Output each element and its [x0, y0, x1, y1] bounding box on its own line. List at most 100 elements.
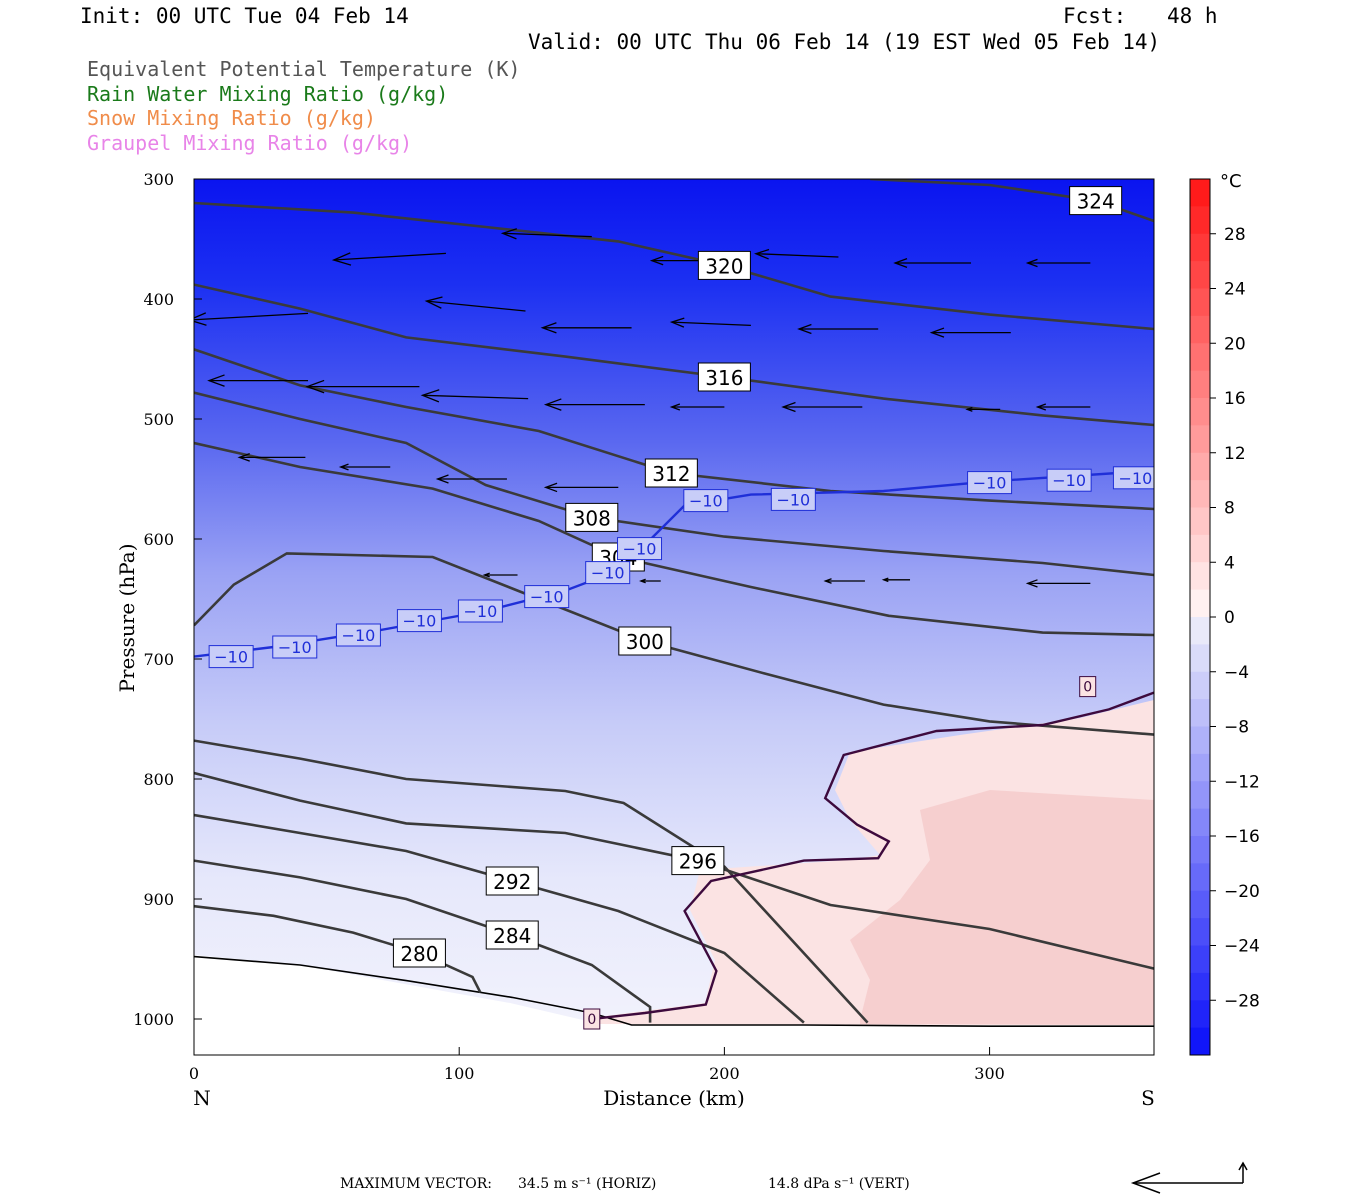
x-axis: 0 100 200 300 [189, 1047, 1005, 1083]
isotherm-label: −10 [776, 490, 810, 509]
wind-vector [540, 322, 632, 334]
isotherm-zero-label: 0 [587, 1012, 596, 1028]
isotherm-label: −10 [403, 612, 437, 631]
colorbar: 28 24 20 16 12 8 4 0 −4 −8 −12 −16 −20 −24 −28 [1189, 178, 1260, 1056]
colorbar-segment [1190, 206, 1210, 235]
isotherm-zero-label: 0 [1083, 680, 1092, 696]
isotherm-label: −10 [278, 638, 312, 657]
wind-vector [881, 577, 911, 583]
contour-label: 324 [1077, 190, 1115, 214]
isotherm-label-box [396, 609, 442, 633]
colorbar-segment [1190, 836, 1210, 864]
theta-e-contour [194, 201, 1154, 331]
colorbar-segment [1190, 726, 1210, 755]
contour-label: 284 [493, 924, 531, 948]
y-tick-label: 900 [143, 890, 174, 909]
x-tick-label: 300 [974, 1064, 1005, 1083]
colorbar-segment [1190, 617, 1210, 645]
colorbar-tick-label: 8 [1224, 499, 1235, 519]
wind-vector [420, 389, 529, 403]
contour-labels: 280284292296300304308312316320324−10−10−… [208, 186, 1154, 1030]
legend-snow: Snow Mixing Ratio (g/kg) [87, 106, 376, 130]
wind-vector [237, 453, 306, 462]
contour-label-box [697, 250, 751, 280]
colorbar-segment [1190, 781, 1210, 810]
legend-theta-e: Equivalent Potential Temperature (K) [87, 57, 521, 81]
theta-e-contour [194, 552, 1154, 736]
x-tick-label: 0 [189, 1064, 199, 1083]
colorbar-tick-label: 0 [1224, 608, 1235, 628]
max-vector-horiz: 34.5 m s⁻¹ (HORIZ) [518, 1176, 657, 1192]
isotherm-label: −10 [973, 474, 1007, 493]
colorbar-segment [1190, 315, 1210, 344]
reference-vector-icon [1130, 1161, 1248, 1194]
contour-label: 280 [400, 942, 438, 966]
colorbar-segment [1190, 1000, 1210, 1029]
isotherm-label: −10 [1119, 469, 1153, 488]
wind-vector [543, 482, 619, 493]
contour-label: 320 [705, 254, 743, 278]
isotherm-label: −10 [342, 626, 376, 645]
plot-frame [193, 178, 1155, 1056]
wind-vector [929, 327, 1011, 338]
wind-vector [435, 474, 507, 484]
isotherm-label-box [524, 585, 570, 609]
isotherm-label-box [1046, 468, 1092, 492]
colorbar-tick-label: 12 [1224, 444, 1246, 464]
y-tick-label: 500 [143, 410, 174, 429]
wind-vector [543, 398, 645, 411]
contour-label-box [1069, 186, 1123, 216]
isotherm-label-box [1112, 466, 1154, 490]
wind-vector [482, 572, 518, 578]
isotherm-label: −10 [623, 540, 657, 559]
legend-graupel: Graupel Mixing Ratio (g/kg) [87, 131, 413, 155]
y-tick-label: 1000 [133, 1010, 174, 1029]
wind-vector [893, 258, 972, 268]
contour-label: 312 [652, 462, 690, 486]
theta-e-contour [194, 348, 1154, 511]
theta-e-contour [870, 179, 1154, 223]
max-vector-prefix: MAXIMUM VECTOR: [340, 1176, 492, 1192]
north-label: N [193, 1086, 211, 1110]
wind-vector [424, 296, 526, 312]
contour-label-box [485, 866, 539, 896]
colorbar-segment [1190, 671, 1210, 700]
colorbar-segment [1190, 288, 1210, 317]
colorbar-segment [1190, 589, 1210, 618]
colorbar-tick-label: −28 [1224, 991, 1260, 1011]
below-ground-mask [194, 955, 1154, 1055]
wind-vector [207, 374, 309, 387]
wind-vector [331, 252, 446, 266]
colorbar-segment [1190, 507, 1210, 536]
colorbar-segment [1190, 972, 1210, 1001]
colorbar-tick-label: 20 [1224, 334, 1246, 354]
colorbar-tick-label: 4 [1224, 553, 1235, 573]
y-axis-label: Pressure (hPa) [115, 544, 139, 693]
colorbar-tick-label: 24 [1224, 280, 1246, 300]
isotherm-label: −10 [591, 564, 625, 583]
colorbar-segment [1190, 918, 1210, 946]
colorbar-tick-label: −16 [1224, 827, 1260, 847]
isotherm-label-box [770, 487, 816, 511]
isotherm-label-box [683, 489, 729, 513]
plot-area: 280284292296300304308312316320324−10−10−… [194, 179, 1154, 1055]
isotherm-label: −10 [1052, 471, 1086, 490]
colorbar-segment [1190, 562, 1210, 591]
contour-label: 316 [705, 366, 743, 390]
contour-label-box [485, 920, 539, 950]
colorbar-segment [1190, 890, 1210, 919]
wind-vector [194, 312, 309, 326]
x-tick-label: 200 [709, 1064, 740, 1083]
colorbar-segment [1190, 425, 1210, 454]
colorbar-segment [1190, 179, 1210, 207]
colorbar-segment [1190, 945, 1210, 974]
colorbar-segment [1190, 808, 1210, 837]
wind-vector [669, 317, 751, 328]
colorbar-unit: °C [1220, 171, 1242, 192]
colorbar-tick-label: −20 [1224, 882, 1260, 902]
wind-vector [669, 403, 725, 411]
init-time: Init: 00 UTC Tue 04 Feb 14 [80, 4, 409, 28]
y-tick-label: 300 [143, 170, 174, 189]
colorbar-segment [1190, 753, 1210, 782]
